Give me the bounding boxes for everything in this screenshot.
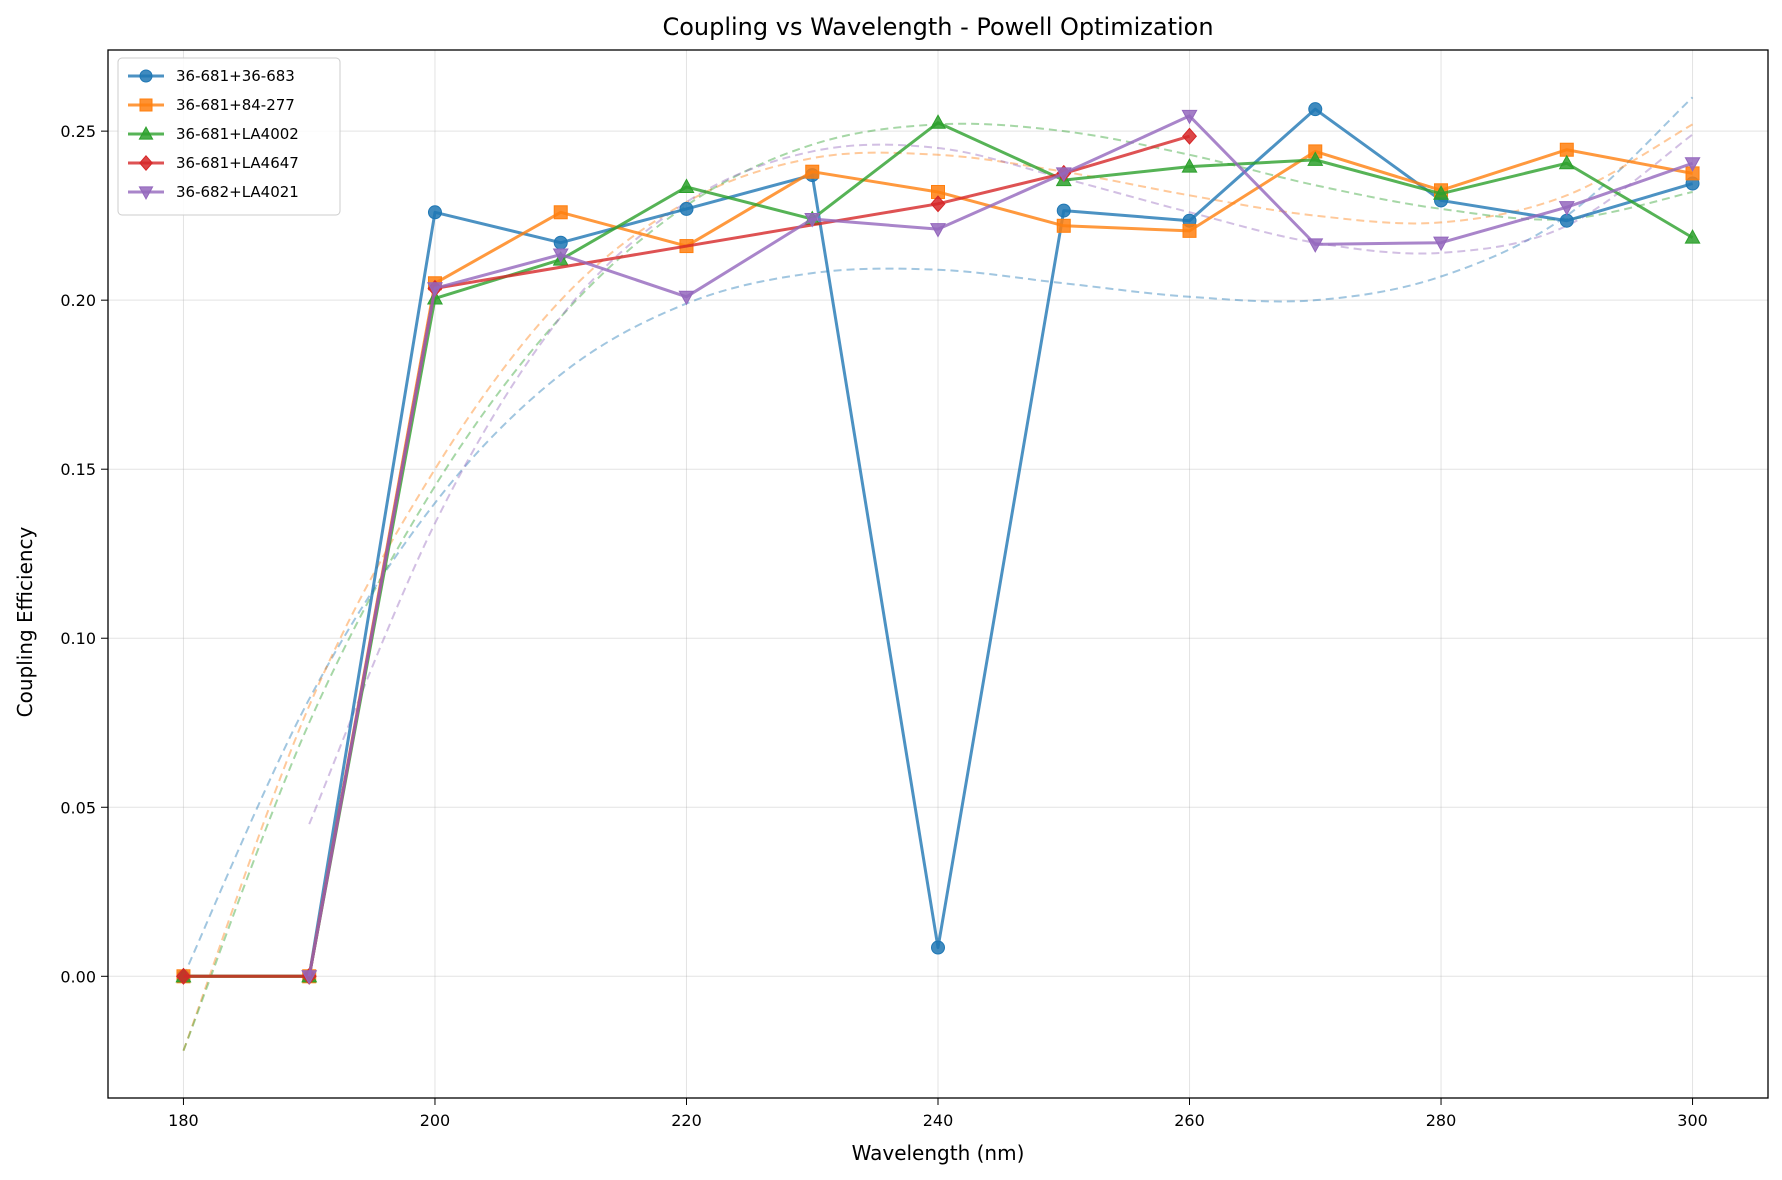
data-point-1-3 xyxy=(553,205,568,220)
axes-frame xyxy=(107,49,1769,1099)
x-tick-label-1: 200 xyxy=(420,1111,451,1130)
x-tick-label-5: 280 xyxy=(1426,1111,1457,1130)
legend-label-4: 36-682+LA4021 xyxy=(176,183,299,201)
y-tick-label-1: 0.05 xyxy=(60,798,96,817)
legend-label-2: 36-681+LA4002 xyxy=(176,125,299,143)
legend-marker-3 xyxy=(139,155,153,171)
x-axis-label: Wavelength (nm) xyxy=(852,1141,1025,1165)
data-point-1-8 xyxy=(1182,223,1197,238)
x-tick-label-0: 180 xyxy=(168,1111,199,1130)
legend-marker-4 xyxy=(138,186,154,200)
data-point-3-0 xyxy=(175,967,191,985)
fit-curve-0 xyxy=(182,96,1694,977)
chart-title: Coupling vs Wavelength - Powell Optimiza… xyxy=(662,13,1213,41)
data-point-4-1 xyxy=(426,282,443,297)
data-point-4-7 xyxy=(1181,109,1198,125)
data-point-4-11 xyxy=(1684,157,1701,172)
y-tick-label-4: 0.20 xyxy=(60,291,96,310)
x-tick-label-6: 300 xyxy=(1677,1111,1708,1130)
data-point-3-3 xyxy=(930,195,946,213)
fit-curve-4 xyxy=(308,133,1694,825)
y-tick-label-5: 0.25 xyxy=(60,122,96,141)
legend-marker-1 xyxy=(139,98,153,112)
data-point-2-11 xyxy=(1558,154,1575,170)
series-line-4 xyxy=(307,114,1694,977)
data-point-4-5 xyxy=(930,223,946,238)
data-point-0-4 xyxy=(679,201,694,216)
data-point-2-12 xyxy=(1684,229,1701,244)
legend-label-3: 36-681+LA4647 xyxy=(176,154,299,172)
x-tick-label-3: 240 xyxy=(923,1111,954,1130)
data-point-1-7 xyxy=(1056,218,1071,233)
data-point-4-4 xyxy=(804,213,821,228)
legend: 36-681+36-683 36-681+84-277 36-681+LA4002 3… xyxy=(117,57,341,216)
data-point-4-0 xyxy=(301,970,318,985)
data-point-4-9 xyxy=(1433,236,1450,252)
data-point-1-5 xyxy=(805,164,820,179)
data-point-2-8 xyxy=(1181,158,1198,173)
data-point-2-9 xyxy=(1307,151,1324,166)
data-point-2-10 xyxy=(1433,185,1450,200)
y-axis-label: Coupling Efficiency xyxy=(13,526,37,717)
data-point-0-7 xyxy=(1056,203,1071,218)
x-tick-label-2: 220 xyxy=(671,1111,702,1130)
legend-box xyxy=(117,57,341,216)
data-point-4-3 xyxy=(678,290,695,306)
plot-area: 180 200 220 240 260 280 300 0.00 0.05 0.10 0.15 0.2… xyxy=(60,49,1769,1130)
series-line-3 xyxy=(183,134,1190,978)
legend-marker-2 xyxy=(138,126,154,140)
x-tick-label-4: 260 xyxy=(1174,1111,1205,1130)
data-point-4-10 xyxy=(1558,201,1575,216)
legend-marker-0 xyxy=(139,69,153,83)
legend-label-1: 36-681+84-277 xyxy=(176,96,295,114)
data-point-0-9 xyxy=(1308,102,1323,117)
data-point-4-8 xyxy=(1307,238,1324,253)
data-point-0-11 xyxy=(1559,213,1574,228)
data-point-2-4 xyxy=(678,178,695,193)
data-point-2-6 xyxy=(930,114,946,129)
data-point-4-6 xyxy=(1055,167,1072,182)
data-point-0-3 xyxy=(553,235,568,250)
data-point-3-5 xyxy=(1182,127,1198,145)
y-tick-label-2: 0.10 xyxy=(60,629,96,648)
y-tick-label-0: 0.00 xyxy=(60,967,96,986)
data-point-0-2 xyxy=(427,205,442,220)
y-tick-label-3: 0.15 xyxy=(60,460,96,479)
data-point-0-6 xyxy=(931,940,945,955)
data-point-1-11 xyxy=(1559,142,1574,157)
series-4 xyxy=(301,109,1701,985)
legend-label-0: 36-681+36-683 xyxy=(176,67,295,85)
data-point-4-2 xyxy=(552,248,569,264)
